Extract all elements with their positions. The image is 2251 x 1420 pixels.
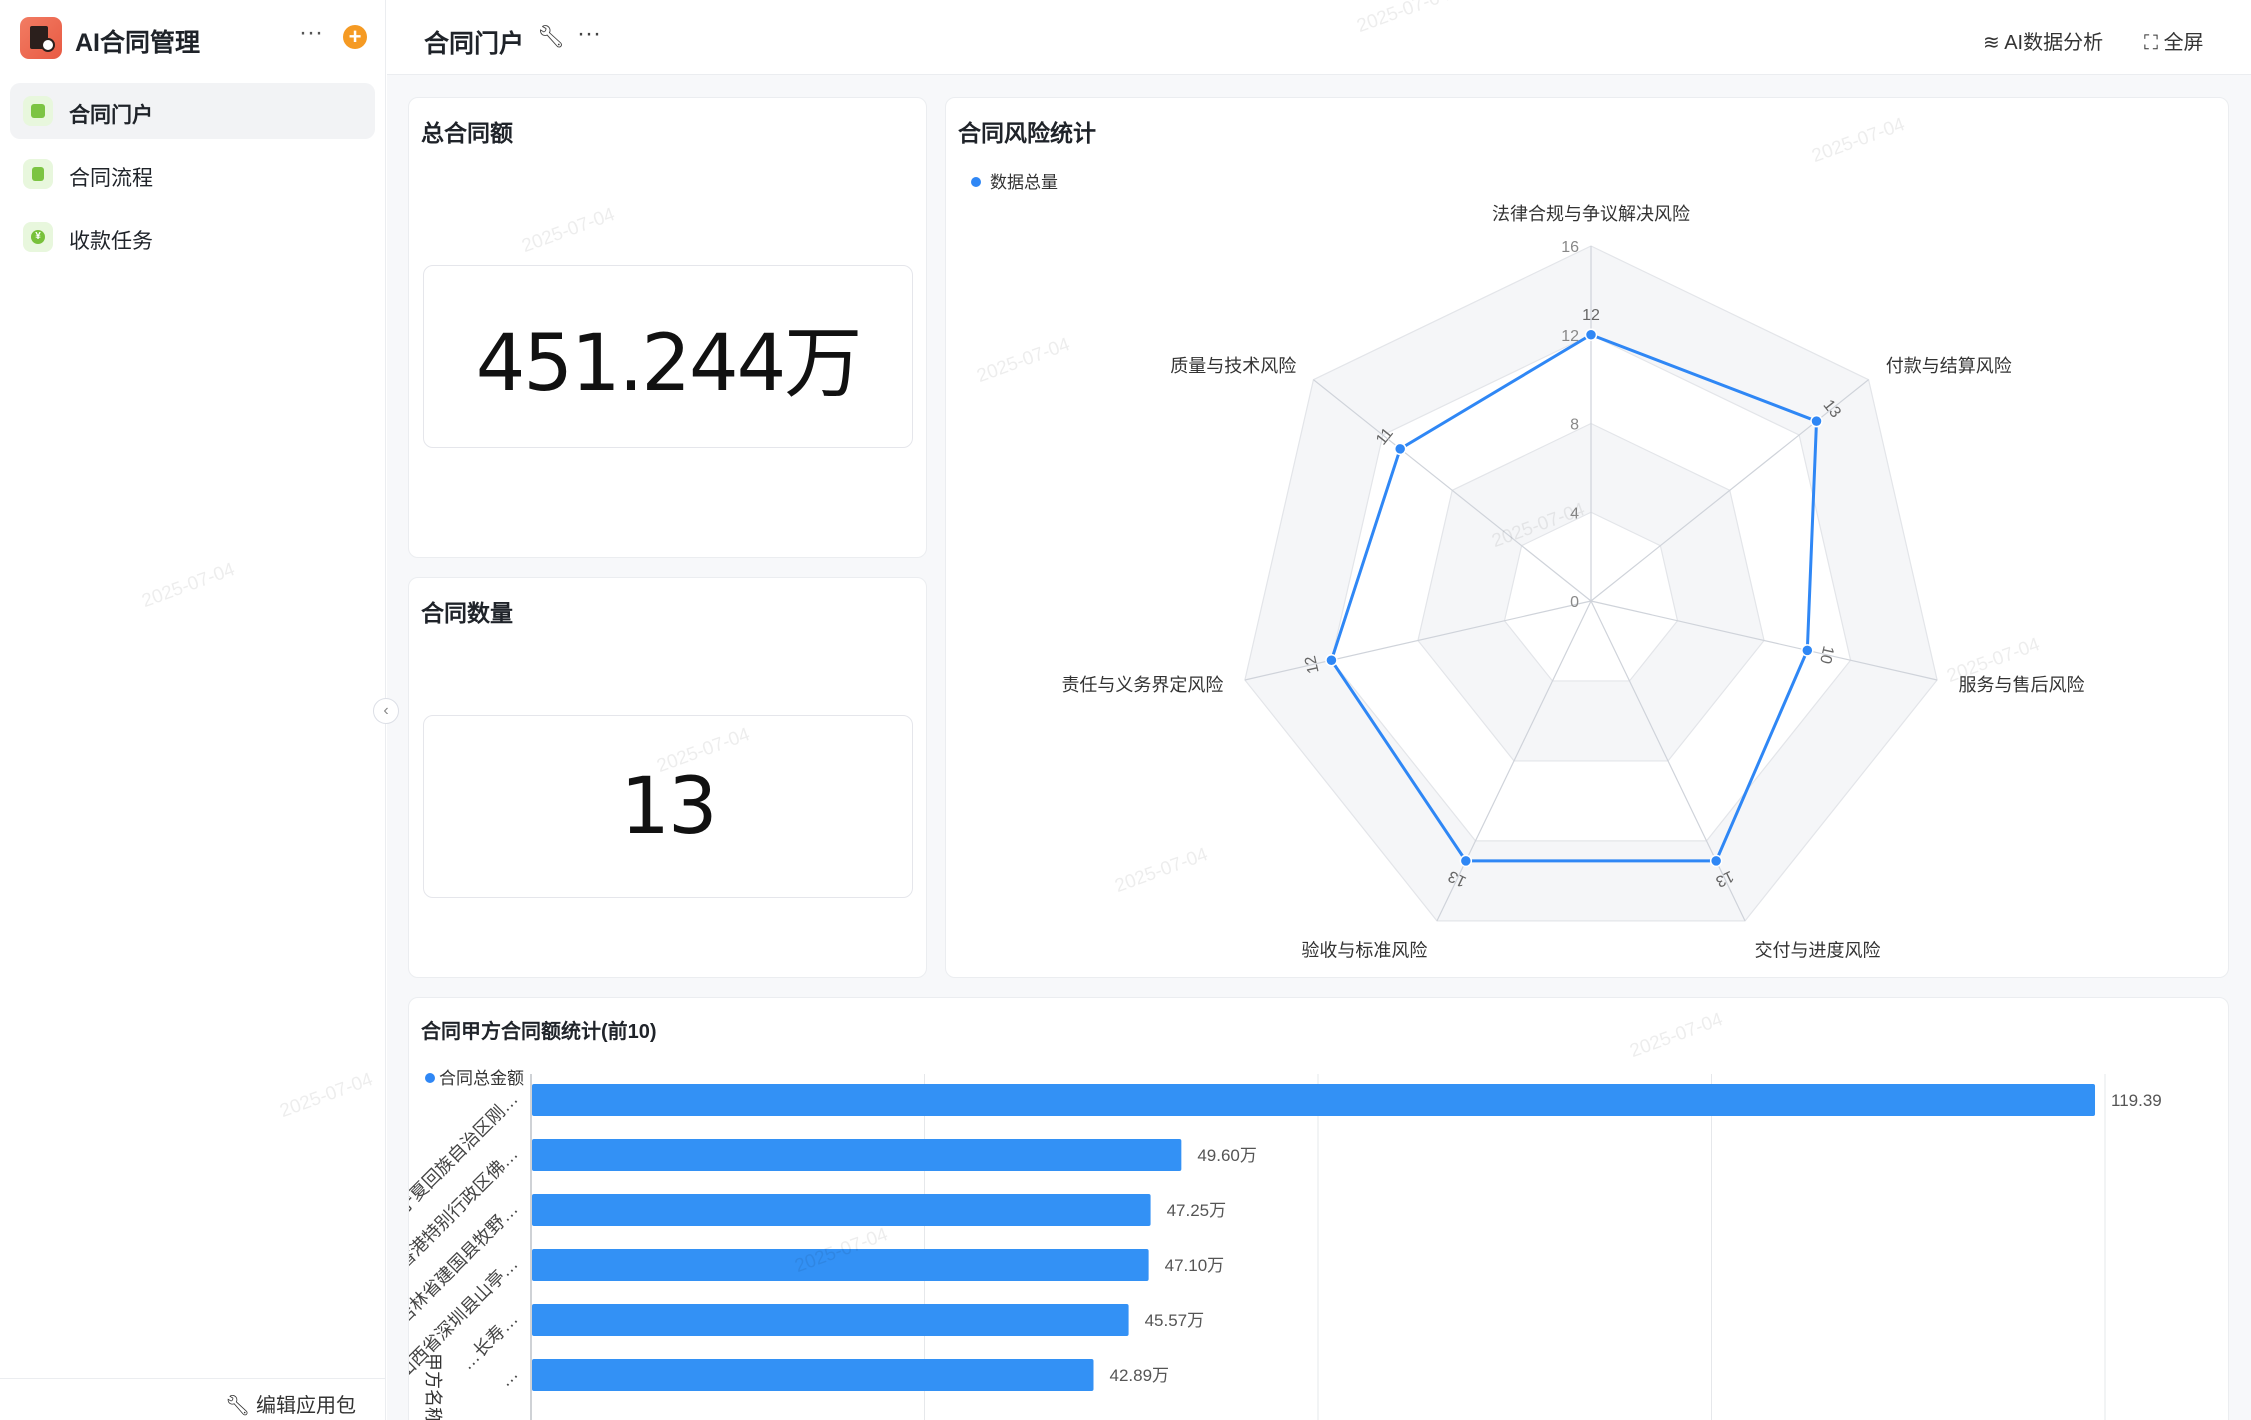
bar-value-label: 42.89万 bbox=[1110, 1366, 1170, 1385]
card-title: 合同数量 bbox=[421, 600, 513, 626]
sidebar-item-label: 合同流程 bbox=[69, 167, 153, 190]
sidebar: AI合同管理 ··· + 合同门户 合同流程 ¥ 收款任务 🔧︎ 编辑应用包 bbox=[0, 0, 386, 1420]
more-icon[interactable]: ··· bbox=[577, 20, 601, 47]
radar-point bbox=[1709, 854, 1723, 868]
sidebar-item-label: 合同门户 bbox=[69, 104, 153, 127]
radar-tick-label: 4 bbox=[1570, 505, 1579, 522]
party-amount-card: 合同甲方合同额统计(前10) 合同总金额 甲方名称 119.39 宁夏回族自治区刚…… bbox=[408, 997, 2229, 1420]
radar-tick-label: 12 bbox=[1561, 328, 1579, 345]
card-title: 合同风险统计 bbox=[958, 120, 1096, 146]
radar-axis-label: 质量与技术风险 bbox=[1170, 356, 1296, 376]
radar-spoke bbox=[1313, 379, 1592, 602]
fullscreen-label: 全屏 bbox=[2163, 32, 2204, 54]
radar-data-label: 13 bbox=[1446, 867, 1470, 890]
radar-data-label: 12 bbox=[1302, 654, 1323, 675]
radar-spoke bbox=[1590, 600, 1938, 681]
collapse-sidebar-button[interactable]: ‹ bbox=[373, 698, 399, 724]
radar-tick-label: 0 bbox=[1570, 594, 1579, 611]
fullscreen-icon: ⛶ bbox=[2144, 32, 2158, 54]
bar bbox=[532, 1084, 2096, 1116]
ai-analysis-button[interactable]: ≋ AI数据分析 bbox=[1983, 26, 2103, 55]
sidebar-footer: 🔧︎ 编辑应用包 bbox=[0, 1378, 386, 1420]
sidebar-item-label: 收款任务 bbox=[69, 230, 153, 253]
radar-point bbox=[1801, 644, 1814, 657]
main-area: 合同门户 🔧︎ ··· ≋ AI数据分析 ⛶ 全屏 总合同额 451.244万 … bbox=[387, 0, 2251, 1420]
bar-legend[interactable]: 合同总金额 bbox=[425, 1064, 524, 1089]
page-title: 合同门户 bbox=[424, 30, 525, 58]
wrench-icon: 🔧︎ bbox=[225, 1395, 251, 1417]
radar-spoke bbox=[1590, 379, 1869, 602]
bar bbox=[532, 1304, 1129, 1336]
legend-label: 数据总量 bbox=[990, 173, 1058, 192]
bar bbox=[532, 1359, 1094, 1391]
sidebar-item-portal[interactable]: 合同门户 bbox=[10, 83, 375, 139]
radar-data-label: 13 bbox=[1713, 867, 1737, 890]
total-amount-value: 451.244万 bbox=[475, 318, 863, 409]
radar-axis-label: 责任与义务界定风险 bbox=[1061, 675, 1223, 695]
contract-count-card: 合同数量 13 bbox=[408, 577, 927, 978]
radar-data-label: 10 bbox=[1816, 644, 1837, 665]
kpi-box: 451.244万 bbox=[423, 265, 913, 448]
legend-label: 合同总金额 bbox=[439, 1069, 524, 1088]
bar-axis-title: 甲方名称 bbox=[423, 1353, 443, 1420]
radar-tick-label: 8 bbox=[1570, 417, 1579, 434]
document-icon bbox=[23, 159, 53, 189]
risk-chart-card: 合同风险统计 数据总量 0 4 8 12 16 法律合规与争议解决风险付款与结算风险服务与… bbox=[945, 97, 2229, 978]
more-icon[interactable]: ··· bbox=[299, 19, 323, 46]
wave-icon: ≋ bbox=[1983, 32, 2000, 54]
bar bbox=[532, 1139, 1182, 1171]
radar-spoke bbox=[1244, 600, 1592, 681]
radar-axis-label: 服务与售后风险 bbox=[1959, 675, 2085, 695]
radar-axis-label: 法律合规与争议解决风险 bbox=[1492, 204, 1690, 224]
radar-legend[interactable]: 数据总量 bbox=[971, 168, 1058, 193]
radar-spoke bbox=[1436, 600, 1592, 922]
edit-package-button[interactable]: 🔧︎ 编辑应用包 bbox=[225, 1389, 356, 1418]
edit-package-label: 编辑应用包 bbox=[255, 1395, 356, 1417]
card-title: 合同甲方合同额统计(前10) bbox=[421, 1021, 657, 1043]
card-title: 总合同额 bbox=[421, 120, 513, 146]
total-amount-card: 总合同额 451.244万 bbox=[408, 97, 927, 558]
sidebar-header: AI合同管理 ··· + bbox=[20, 15, 370, 59]
bar-value-label: 49.60万 bbox=[1197, 1146, 1257, 1165]
sidebar-item-process[interactable]: 合同流程 bbox=[10, 146, 375, 202]
add-icon[interactable]: + bbox=[343, 25, 367, 49]
legend-dot bbox=[971, 176, 981, 187]
bar-value-label: 45.57万 bbox=[1145, 1311, 1205, 1330]
bar-value-label: 47.10万 bbox=[1165, 1256, 1225, 1275]
radar-axis-label: 付款与结算风险 bbox=[1886, 356, 2012, 376]
wrench-icon[interactable]: 🔧︎ bbox=[537, 24, 565, 49]
yuan-icon: ¥ bbox=[23, 222, 53, 252]
radar-axis-label: 验收与标准风险 bbox=[1301, 941, 1427, 961]
bar-value-label: 119.39 bbox=[2111, 1091, 2162, 1110]
radar-point bbox=[1584, 328, 1598, 341]
kpi-box: 13 bbox=[423, 715, 913, 898]
bar-category-label: … bbox=[495, 1364, 522, 1391]
radar-point bbox=[1459, 854, 1473, 868]
radar-tick-label: 16 bbox=[1561, 239, 1579, 256]
bar bbox=[532, 1249, 1149, 1281]
radar-series-line bbox=[1329, 333, 1819, 863]
radar-axis-label: 交付与进度风险 bbox=[1755, 941, 1881, 961]
radar-point bbox=[1810, 414, 1823, 428]
sidebar-item-collection[interactable]: ¥ 收款任务 bbox=[10, 209, 375, 265]
ai-analysis-label: AI数据分析 bbox=[2004, 32, 2104, 54]
bar bbox=[532, 1194, 1151, 1226]
top-bar: 合同门户 🔧︎ ··· ≋ AI数据分析 ⛶ 全屏 bbox=[387, 0, 2251, 75]
radar-point bbox=[1393, 442, 1407, 456]
app-logo bbox=[20, 17, 62, 59]
bar-value-label: 47.25万 bbox=[1167, 1201, 1227, 1220]
portal-icon bbox=[23, 96, 53, 126]
radar-point bbox=[1325, 653, 1338, 667]
fullscreen-button[interactable]: ⛶ 全屏 bbox=[2144, 26, 2204, 55]
radar-spoke bbox=[1590, 600, 1746, 922]
app-title: AI合同管理 bbox=[75, 29, 201, 57]
legend-dot bbox=[425, 1072, 435, 1083]
contract-count-value: 13 bbox=[620, 761, 717, 852]
radar-data-label: 12 bbox=[1582, 307, 1600, 324]
